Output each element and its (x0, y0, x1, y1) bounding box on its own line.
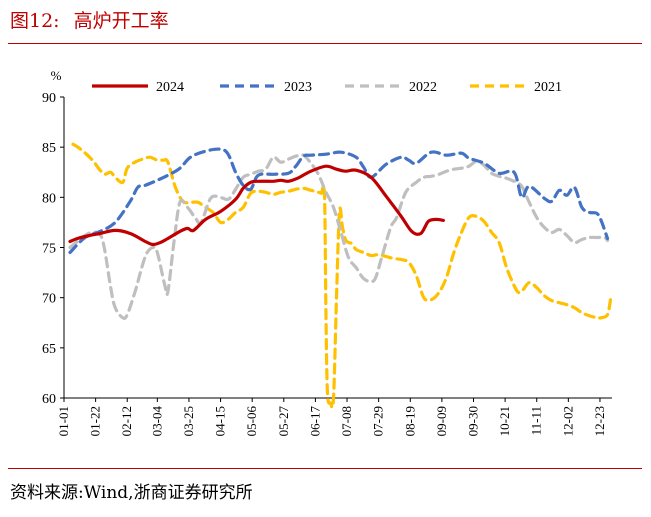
y-tick-label: 90 (42, 91, 56, 106)
legend: 2024 2023 2022 2021 (92, 80, 562, 95)
series-line-2022 (68, 153, 610, 320)
x-tick-label: 03-25 (181, 406, 196, 436)
x-tick-label: 12-23 (592, 406, 607, 436)
y-tick-label: 65 (42, 342, 56, 357)
x-tick-label: 05-27 (276, 406, 291, 437)
y-tick-label: 60 (42, 392, 56, 407)
source-divider (8, 468, 642, 469)
y-tick-label: 85 (42, 141, 56, 156)
series-line-2021 (71, 142, 613, 410)
series-line-2024 (68, 164, 445, 247)
x-tick-label: 07-29 (371, 406, 386, 436)
x-tick-label: 11-11 (529, 406, 544, 435)
legend-label-2021: 2021 (534, 80, 562, 95)
y-tick-label: 80 (42, 191, 56, 206)
x-tick-label: 10-21 (497, 406, 512, 436)
axes: 60 65 70 75 80 85 90 01-01 01-22 02-12 03-04 03-25 0… (42, 91, 612, 436)
x-tick-label: 05-06 (244, 406, 259, 437)
title-divider (8, 43, 642, 44)
x-tick-label: 09-30 (465, 406, 480, 436)
series-line-2023 (68, 147, 610, 255)
x-tick-label: 07-08 (339, 406, 354, 436)
x-tick-label: 01-22 (88, 406, 103, 436)
x-tick-label: 08-19 (402, 406, 417, 436)
x-tick-label: 03-04 (149, 406, 164, 437)
x-tick-label: 09-09 (434, 406, 449, 436)
legend-label-2024: 2024 (156, 80, 184, 95)
legend-label-2022: 2022 (409, 80, 437, 95)
legend-label-2023: 2023 (284, 80, 312, 95)
figure-title: 图12: 高炉开工率 (10, 6, 169, 33)
x-tick-label: 01-01 (56, 406, 71, 436)
x-tick-label: 02-12 (119, 406, 134, 436)
source-note: 资料来源:Wind,浙商证券研究所 (10, 483, 253, 503)
figure-title-text: 高炉开工率 (73, 10, 169, 32)
figure-number: 图12: (10, 10, 60, 32)
y-axis-label: % (51, 68, 62, 83)
x-tick-label: 06-17 (307, 406, 322, 437)
series-layer (68, 142, 613, 410)
line-chart: % 60 65 70 75 80 85 90 01-01 01-22 02-12 03-04 03-2… (42, 68, 613, 436)
x-tick-label: 12-02 (560, 406, 575, 436)
y-tick-label: 70 (42, 292, 56, 307)
x-tick-label: 04-15 (213, 406, 228, 436)
y-tick-label: 75 (42, 242, 56, 257)
